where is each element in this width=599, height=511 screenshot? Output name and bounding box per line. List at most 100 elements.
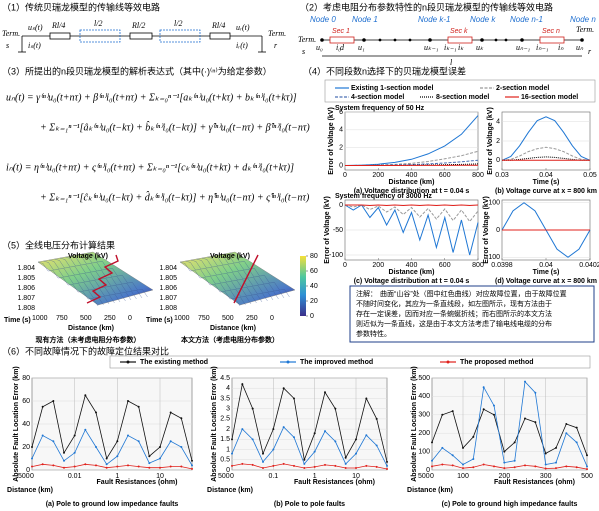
point [355,466,357,469]
node [520,38,524,42]
circuit-label: l/2 [174,19,182,28]
series-line [501,146,591,161]
node-label: Node n-1 [510,15,543,24]
point [565,465,568,468]
dot [393,38,397,42]
point [472,466,475,469]
surface-mesh [196,258,257,304]
x-tick-label: 0 [343,262,347,269]
y-axis-title: Error of Voltage (kV) [483,196,490,264]
point [544,463,547,466]
x-axis-title: Distance (km) [389,179,435,186]
x-tick-label: 100 [457,473,469,480]
x-tick-label: 200 [372,172,384,179]
x-tick-label: 500 [581,473,593,480]
point [116,465,119,468]
tick-label: 1.805 [17,275,35,282]
colorbar [300,256,306,316]
circuit-label: uᵣ(t) [236,23,250,32]
series-line [502,156,590,161]
point [41,405,44,408]
note-line: 存在一定误差，因而对应一条蜿蜒折线；而右图所示的本文方法 [356,309,552,318]
point [116,440,119,443]
current-label: i₀ [336,43,341,52]
legend-label: The improved method [300,359,373,366]
current-label: iₖ [458,43,464,52]
y-tick-label: 0 [26,467,30,474]
point [375,444,378,447]
point [313,432,316,435]
term-label: r [274,41,278,50]
point [313,465,316,468]
point [344,462,347,465]
point [231,452,233,455]
axis-title: Distance (km) [68,325,114,332]
node-label: Node 1 [352,15,378,24]
surface-mesh [87,252,148,298]
point [84,463,87,466]
axis-title: Distance (km) [207,487,253,494]
voltage-label: uₙ₋₁ [516,43,530,52]
x-axis-title: Time (s) [533,269,560,276]
y-tick-label: 0 [496,157,500,164]
point [231,464,233,467]
point [272,464,275,467]
current-label: iₖ₋₁ [444,43,457,52]
chart: -100 -50 0 0 200 400 600 800 Error of Voltage (k… [324,196,484,285]
series-line [231,463,388,470]
circuit-label: iᵣ(t) [236,41,248,50]
x-tick-label: 200 [372,262,384,269]
y-tick-label: 3.5 [220,395,230,402]
caption: (a) Voltage distribution at t = 0.04 s [354,188,470,195]
point [191,467,193,470]
caption: (c) Pole to ground high impedance faults [442,501,578,508]
caption: (c) Voltage distribution at t = 0.04 s [354,278,470,285]
legend-label: The proposed method [460,359,534,366]
surface-mesh [223,253,285,299]
point [555,446,557,449]
point [344,466,347,469]
node [362,38,366,42]
y-tick-label: 2.5 [220,416,230,423]
point [169,465,172,468]
section-label: Sec k [450,28,468,35]
point [180,417,183,420]
x-tick-label: 0.0402 [579,262,599,269]
node-label: Node 0 [310,15,336,24]
y-axis-title: Error of Voltage (kV) [487,107,494,175]
point [441,463,444,466]
x-tick-label: 0.05 [583,172,597,179]
legend-label: 16-section model [521,94,578,101]
point [41,463,44,466]
series-line [344,115,479,166]
point [231,438,233,441]
point [534,465,537,468]
series-line [31,394,193,461]
point [105,457,108,460]
axis-title: Distance (km) [407,487,453,494]
point [586,468,588,471]
point [251,438,254,441]
term-label: Term. [2,29,20,38]
point [303,466,306,469]
point [365,464,368,467]
note-line: 曲面“山谷”处（图中红色曲线）对应故障位置，由于故障位置 [380,289,567,298]
point [375,417,378,420]
y-tick-label: 1 [226,446,230,453]
series-line [345,204,479,207]
point [324,430,326,433]
axis-title: Voltage (kV) [68,253,108,260]
term-label: s [302,47,305,56]
surface-mesh [212,255,274,301]
point [575,441,578,444]
x-tick-label: 400 [406,172,418,179]
point [169,440,172,443]
y-tick-label: 0 [339,162,343,169]
point [513,466,516,469]
chart: 0 20 40 60 80 0.01 1 10 Absolute Fault Location … [7,366,193,508]
current-label: iₙ [558,43,564,52]
point [95,411,97,414]
tick-label: 0 [430,473,434,480]
series-line [431,464,588,470]
point [334,407,337,410]
